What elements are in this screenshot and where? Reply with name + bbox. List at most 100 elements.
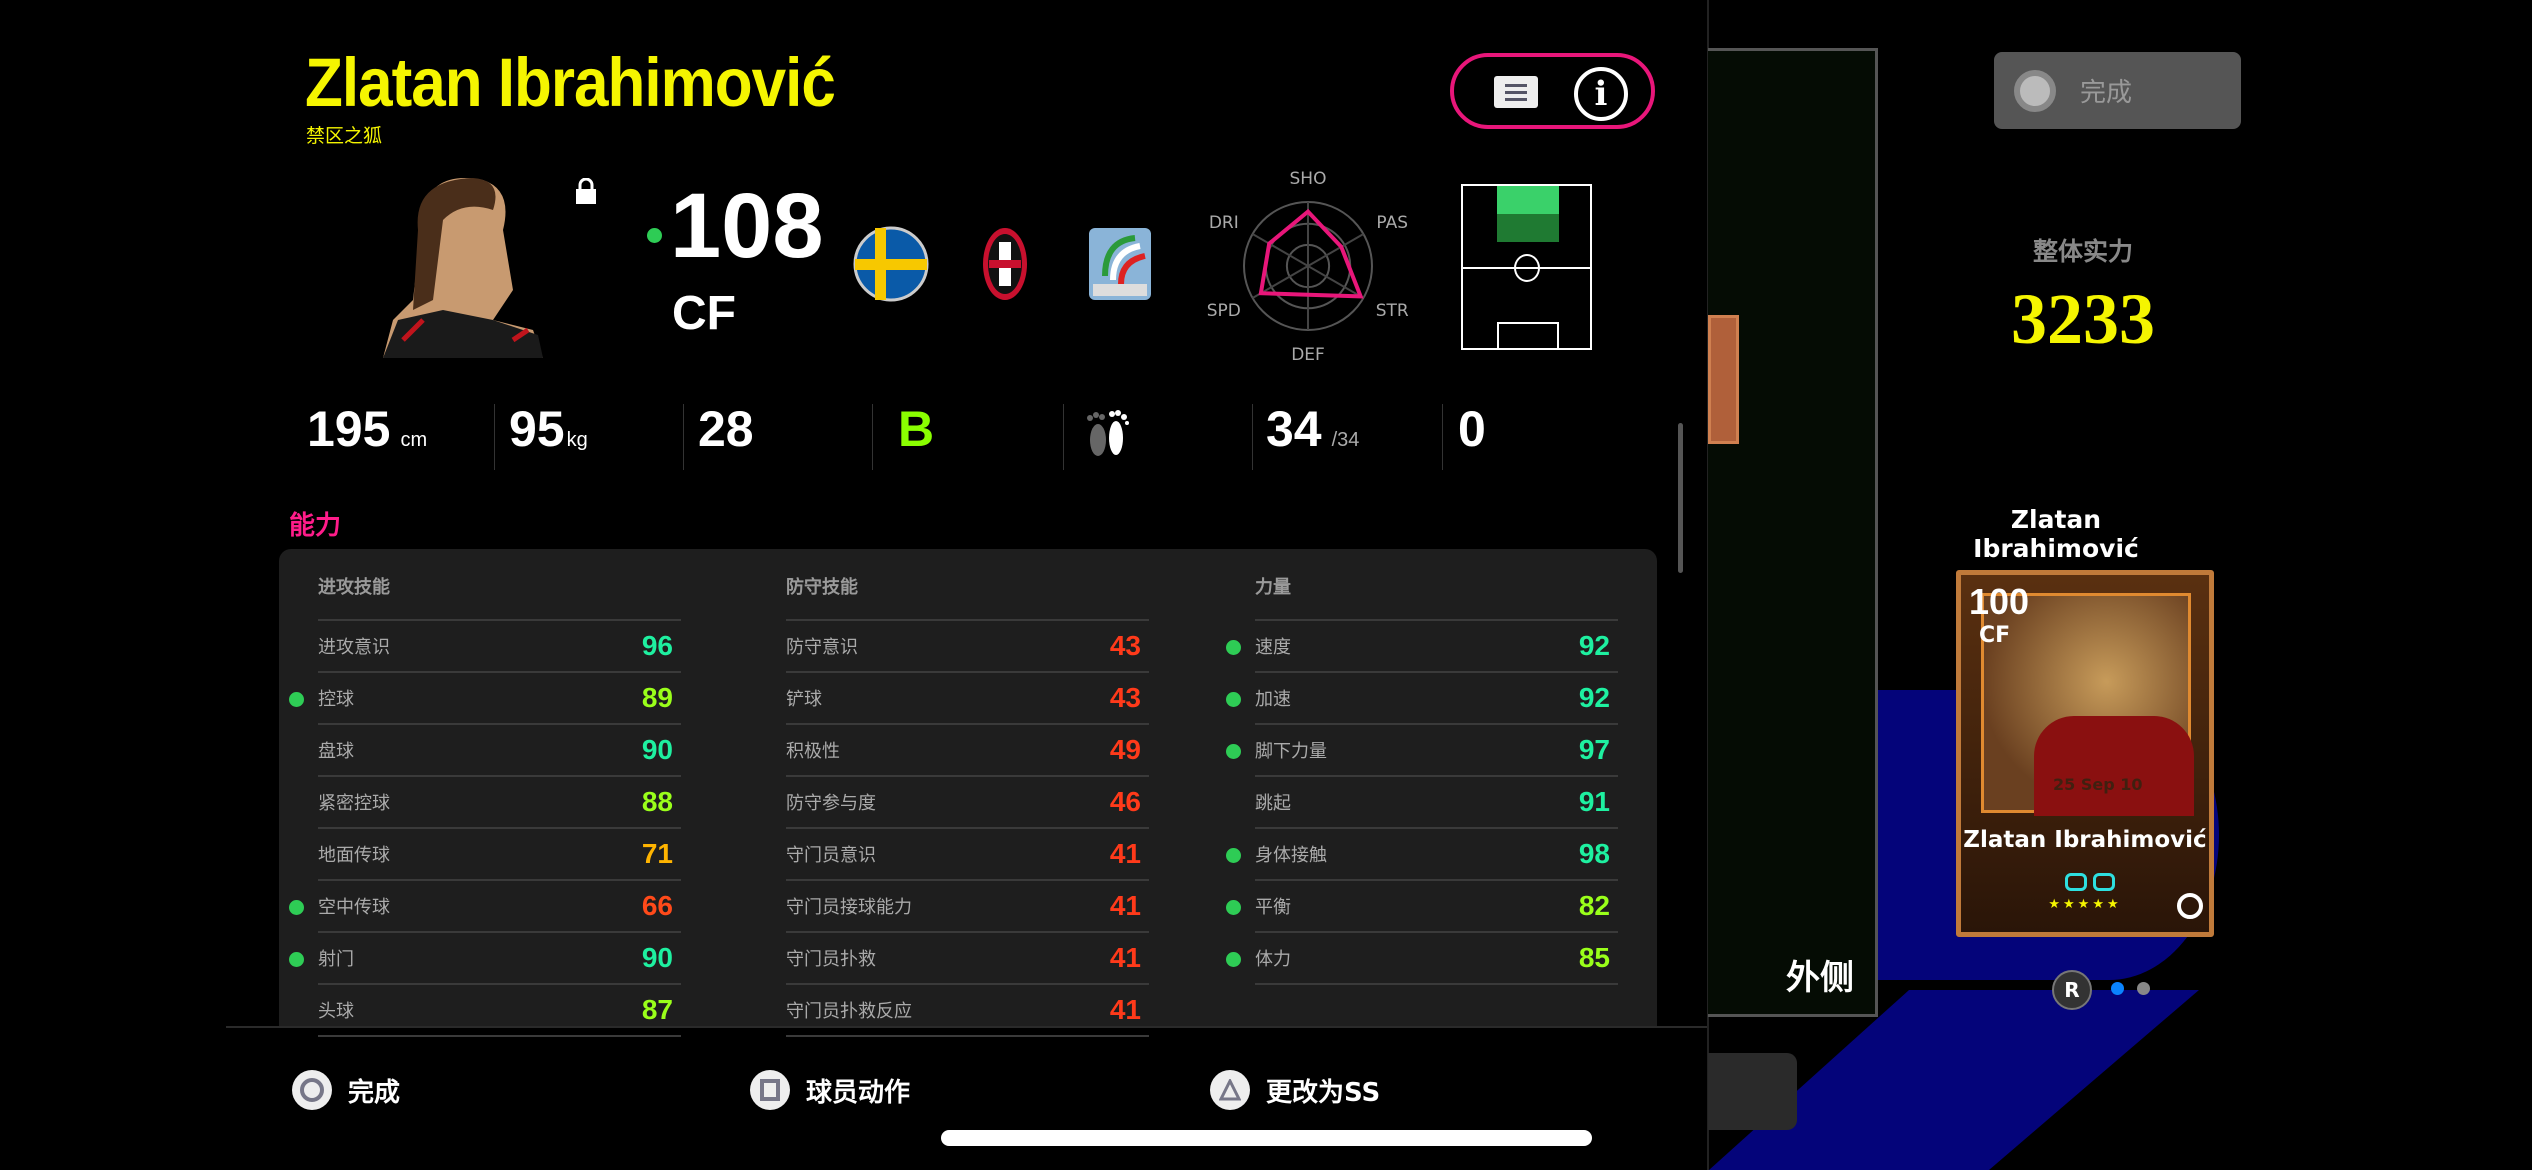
change-position-button[interactable]: 更改为SS: [1210, 1070, 1380, 1110]
card-name: Zlatan Ibrahimović: [1963, 827, 2207, 853]
boost-indicator: [1226, 692, 1241, 707]
stat-label: 紧密控球: [318, 793, 390, 814]
stat-row: 加速 92: [1226, 673, 1618, 725]
card-overall: 100: [1969, 581, 2030, 622]
card-player-name: Zlatan Ibrahimović: [1973, 505, 2139, 563]
stat-label: 守门员意识: [786, 845, 876, 866]
stat-label: 速度: [1255, 637, 1291, 658]
partial-player-card[interactable]: [1708, 315, 1739, 444]
stat-value: 49: [1109, 734, 1141, 765]
home-indicator[interactable]: [941, 1130, 1592, 1146]
stat-value: 92: [1578, 630, 1610, 661]
stat-row: 紧密控球 88: [318, 777, 681, 829]
team-strength-label: 整体实力: [2033, 237, 2134, 266]
change-position-label: 更改为SS: [1266, 1077, 1381, 1108]
card-position: CF: [1979, 623, 2011, 648]
done-top-button[interactable]: 完成: [1994, 52, 2241, 129]
weight-value: 95: [509, 401, 565, 457]
attacking-column: 进攻技能 进攻意识 96 控球 89 盘球 90 紧密控球 88 地面传球 71 空中传球 66 射门 90…: [289, 569, 681, 1037]
stat-value: 85: [1578, 942, 1610, 973]
stat-label: 积极性: [786, 741, 840, 762]
list-icon[interactable]: [1494, 76, 1538, 108]
page-dot-active[interactable]: [2111, 982, 2124, 995]
boost-indicator: [289, 952, 304, 967]
stat-label: 头球: [318, 1001, 354, 1022]
team-strength-value: 3233: [2011, 279, 2155, 359]
ability-panel: 进攻技能 进攻意识 96 控球 89 盘球 90 紧密控球 88 地面传球 71 空中传球 66 射门 90…: [279, 549, 1657, 1037]
stat-value: 41: [1109, 890, 1141, 921]
stat-value: 97: [1578, 734, 1610, 765]
radar-shape: [1258, 208, 1364, 299]
stat-value: 41: [1109, 942, 1141, 973]
stat-value: 41: [1109, 994, 1141, 1025]
stat-value: 41: [1109, 838, 1141, 869]
stat-row: 积极性 49: [786, 725, 1149, 777]
circle-button-icon: [292, 1070, 332, 1110]
stat-value: 90: [641, 942, 673, 973]
stat-row: 体力 85: [1226, 933, 1618, 985]
stat-row: 铲球 43: [786, 673, 1149, 725]
divider: [494, 404, 495, 470]
stat-label: 脚下力量: [1255, 741, 1327, 762]
stat-value: 71: [641, 838, 673, 869]
page-switch-button[interactable]: R: [2052, 970, 2092, 1010]
stat-label: 进攻意识: [318, 637, 390, 658]
radar-chart: SHO PAS STR DEF SPD DRI: [1207, 170, 1409, 365]
defending-column: 防守技能 防守意识 43 铲球 43 积极性 49 防守参与度 46 守门员意识 41 守门员接球能力…: [786, 569, 1149, 1037]
condition-stat: B: [898, 401, 935, 457]
radar-label: SPD: [1207, 301, 1241, 321]
age-stat: 28: [698, 401, 754, 457]
square-button-icon: [750, 1070, 790, 1110]
stat-row: 平衡 82: [1226, 881, 1618, 933]
stat-label: 控球: [318, 689, 354, 710]
stat-value: 87: [641, 994, 673, 1025]
physical-column: 力量 速度 92 加速 92 脚下力量 97 跳起 91 身体接触 98 平衡 82 体力 85: [1226, 569, 1618, 985]
boost-indicator: [1226, 900, 1241, 915]
player-action-button[interactable]: 球员动作: [750, 1070, 910, 1110]
level-value: 34: [1266, 401, 1322, 457]
stat-label: 守门员接球能力: [786, 897, 912, 918]
stat-value: 89: [641, 682, 673, 713]
player-name: Zlatan Ibrahimović: [305, 45, 836, 122]
scrollbar[interactable]: [1678, 423, 1683, 573]
stat-row: 头球 87: [318, 985, 681, 1037]
stat-label: 射门: [318, 949, 354, 970]
stat-label: 铲球: [786, 689, 822, 710]
player-action-label: 球员动作: [806, 1077, 911, 1108]
boost-indicator: [289, 900, 304, 915]
done-button[interactable]: 完成: [292, 1070, 400, 1110]
sweden-flag-icon: [853, 226, 929, 302]
stat-row: 脚下力量 97: [1226, 725, 1618, 777]
stat-label: 防守参与度: [786, 793, 876, 814]
stat-label: 守门员扑救: [786, 949, 876, 970]
stat-row: 防守意识 43: [786, 621, 1149, 673]
stat-label: 守门员扑救反应: [786, 1001, 912, 1022]
boost-indicator: [1226, 952, 1241, 967]
feet-icon: [1087, 410, 1129, 456]
progression-points: 0: [1458, 401, 1486, 457]
stat-label: 防守意识: [786, 637, 858, 658]
lock-icon[interactable]: [574, 178, 598, 204]
info-icon[interactable]: i: [1574, 67, 1628, 121]
divider: [1063, 404, 1064, 470]
boost-indicator: [289, 692, 304, 707]
card-stars: ★★★★★: [2048, 897, 2122, 912]
height-stat: 195 cm: [307, 400, 427, 458]
page-dot[interactable]: [2137, 982, 2150, 995]
radar-label: PAS: [1376, 213, 1408, 233]
position: CF: [672, 287, 736, 340]
divider: [1252, 404, 1253, 470]
stat-row: 射门 90: [289, 933, 681, 985]
stat-value: 43: [1109, 682, 1141, 713]
card-photo: [1981, 593, 2194, 816]
height-unit: cm: [400, 429, 428, 451]
done-top-label: 完成: [2080, 78, 2133, 108]
partial-button[interactable]: [1708, 1053, 1797, 1130]
height-value: 195: [307, 401, 391, 457]
card-date: 25 Sep 10: [2053, 775, 2143, 794]
player-card[interactable]: 100 CF 25 Sep 10 Zlatan Ibrahimović ★★★★…: [1956, 570, 2214, 937]
side-label: 外侧: [1786, 958, 1854, 998]
stat-row: 守门员接球能力 41: [786, 881, 1149, 933]
stat-row: 地面传球 71: [318, 829, 681, 881]
level-max: /34: [1331, 429, 1360, 451]
